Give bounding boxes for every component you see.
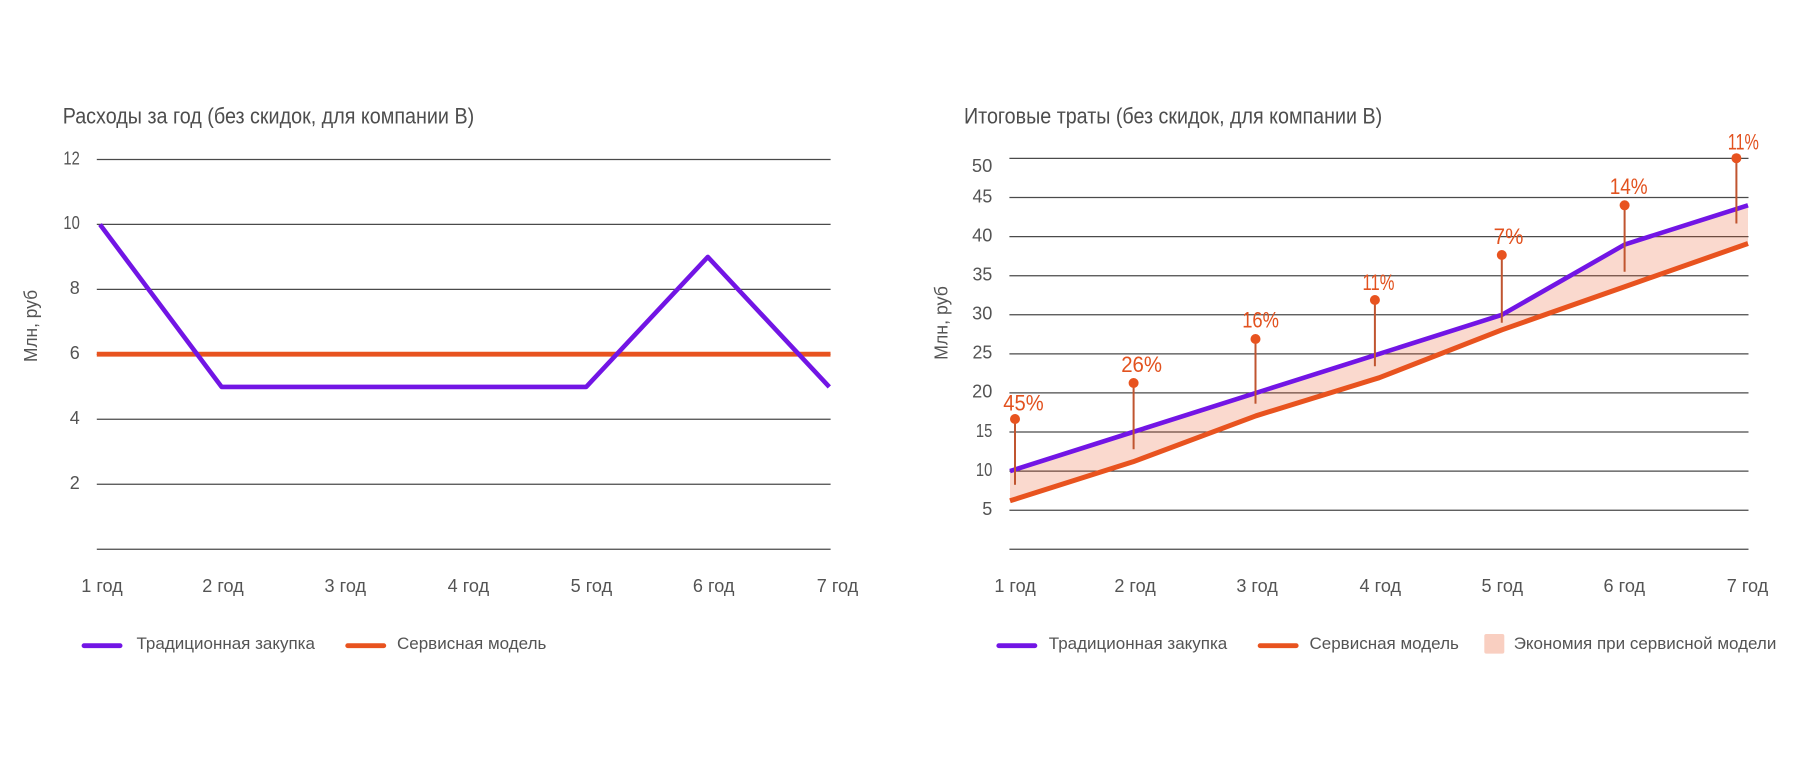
svg-text:10: 10 <box>976 460 992 480</box>
svg-text:11%: 11% <box>1363 270 1395 295</box>
svg-text:7%: 7% <box>1494 224 1524 249</box>
svg-text:6 год: 6 год <box>1604 576 1646 596</box>
svg-text:Млн, руб: Млн, руб <box>21 290 41 362</box>
svg-text:12: 12 <box>63 148 79 168</box>
svg-text:15: 15 <box>976 421 992 441</box>
svg-text:20: 20 <box>972 382 992 402</box>
svg-text:Сервисная модель: Сервисная модель <box>397 634 546 653</box>
svg-text:2 год: 2 год <box>1114 576 1156 596</box>
svg-text:14%: 14% <box>1610 174 1648 199</box>
svg-text:Итоговые траты (без скидок, дл: Итоговые траты (без скидок, для компании… <box>964 103 1382 128</box>
svg-text:Традиционная закупка: Традиционная закупка <box>137 634 316 653</box>
svg-text:10: 10 <box>63 213 79 233</box>
svg-text:11%: 11% <box>1728 129 1759 154</box>
svg-text:Традиционная закупка: Традиционная закупка <box>1049 634 1228 653</box>
svg-text:5 год: 5 год <box>1482 576 1524 596</box>
svg-text:4 год: 4 год <box>1360 576 1402 596</box>
svg-text:2 год: 2 год <box>202 576 244 596</box>
svg-text:7 год: 7 год <box>817 576 859 596</box>
svg-text:35: 35 <box>973 265 993 285</box>
svg-text:8: 8 <box>70 278 80 298</box>
svg-text:4: 4 <box>70 408 80 428</box>
svg-text:1 год: 1 год <box>994 576 1036 596</box>
svg-text:3 год: 3 год <box>1236 576 1278 596</box>
svg-text:26%: 26% <box>1121 352 1162 377</box>
svg-text:25: 25 <box>973 343 993 363</box>
svg-text:7 год: 7 год <box>1727 576 1769 596</box>
svg-text:45: 45 <box>973 186 993 206</box>
svg-text:6: 6 <box>70 343 80 363</box>
svg-text:Млн, руб: Млн, руб <box>932 286 952 360</box>
svg-text:3 год: 3 год <box>325 576 367 596</box>
svg-text:Экономия при сервисной модели: Экономия при сервисной модели <box>1514 634 1777 653</box>
svg-text:4 год: 4 год <box>448 576 490 596</box>
svg-text:5: 5 <box>982 499 992 519</box>
svg-text:30: 30 <box>972 304 992 324</box>
svg-text:45%: 45% <box>1003 391 1043 416</box>
svg-text:50: 50 <box>972 156 992 176</box>
svg-text:1 год: 1 год <box>81 576 123 596</box>
svg-text:40: 40 <box>972 225 992 245</box>
svg-text:5 год: 5 год <box>571 576 613 596</box>
svg-text:16%: 16% <box>1242 307 1279 332</box>
svg-text:2: 2 <box>70 473 80 493</box>
svg-text:Расходы за год (без скидок, дл: Расходы за год (без скидок, для компании… <box>63 103 475 128</box>
svg-text:Сервисная модель: Сервисная модель <box>1310 634 1459 653</box>
svg-text:6 год: 6 год <box>693 576 735 596</box>
